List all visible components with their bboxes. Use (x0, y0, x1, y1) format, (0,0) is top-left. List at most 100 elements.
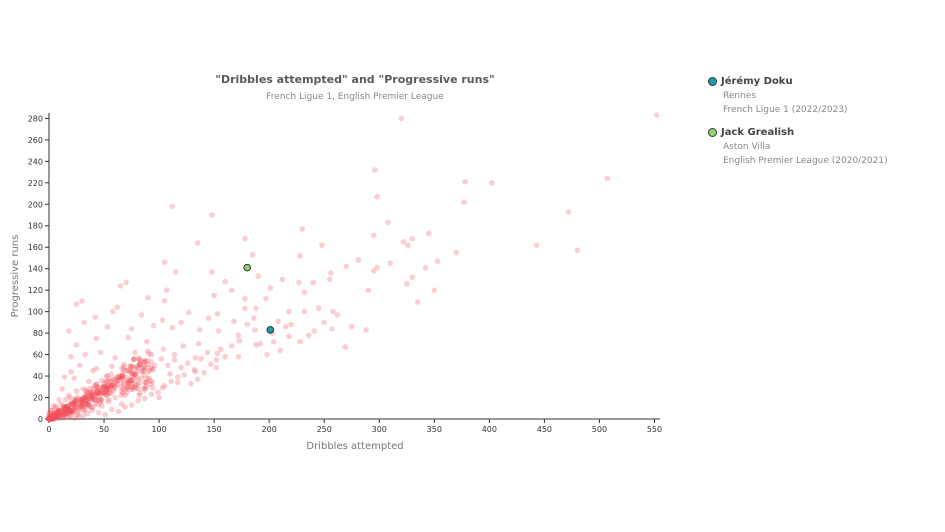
scatter-point (252, 327, 258, 333)
scatter-point (114, 304, 121, 311)
scatter-point (113, 384, 119, 391)
scatter-point (123, 279, 129, 286)
scatter-point (101, 384, 107, 390)
scatter-point (87, 390, 94, 397)
x-tick-label: 50 (99, 425, 109, 434)
scatter-point (398, 115, 405, 122)
scatter-point (140, 364, 146, 370)
scatter-point (49, 414, 55, 420)
scatter-point (63, 411, 70, 418)
scatter-point (61, 412, 67, 419)
scatter-point (118, 392, 124, 399)
scatter-point (66, 407, 73, 414)
scatter-point (58, 411, 65, 417)
scatter-point (46, 415, 53, 422)
scatter-point (604, 175, 610, 182)
scatter-point (306, 332, 312, 339)
scatter-point (102, 378, 109, 385)
scatter-point (108, 378, 114, 385)
scatter-point (115, 377, 122, 384)
scatter-point (51, 409, 58, 416)
scatter-point (104, 373, 111, 379)
scatter-point (52, 403, 59, 409)
scatter-point (148, 351, 155, 358)
scatter-point (315, 305, 322, 312)
scatter-point (74, 411, 81, 418)
scatter-point (147, 381, 153, 388)
scatter-point (145, 369, 151, 375)
scatter-point (93, 381, 99, 388)
y-tick-label: 20 (33, 394, 43, 403)
scatter-point (574, 247, 581, 254)
scatter-point (118, 384, 125, 390)
scatter-point (69, 407, 75, 414)
scatter-point (51, 416, 57, 422)
scatter-point (46, 416, 53, 422)
legend-entry-doku[interactable]: Jérémy Doku Rennes French Ligue 1 (2022/… (708, 76, 938, 115)
highlighted-point-0[interactable] (266, 326, 275, 334)
scatter-point (71, 396, 78, 402)
scatter-point (79, 402, 85, 409)
scatter-point (53, 414, 59, 421)
scatter-point (264, 351, 270, 358)
scatter-point (85, 402, 91, 409)
scatter-point (66, 328, 72, 334)
scatter-point (124, 385, 130, 391)
scatter-point (61, 411, 68, 418)
scatter-point (49, 415, 55, 422)
scatter-point (94, 397, 100, 404)
scatter-point (46, 415, 52, 422)
scatter-point (138, 375, 145, 382)
scatter-point (143, 379, 149, 386)
scatter-point (80, 413, 86, 419)
scatter-point (131, 372, 138, 378)
scatter-point (263, 295, 269, 302)
scatter-point (400, 239, 407, 245)
scatter-point (46, 416, 53, 422)
scatter-point (85, 401, 91, 408)
legend-entry-grealish[interactable]: Jack Grealish Aston Villa English Premie… (708, 127, 938, 166)
scatter-point (98, 384, 105, 391)
scatter-point (213, 364, 220, 371)
scatter-point (310, 279, 317, 286)
scatter-point (68, 353, 74, 360)
scatter-point (142, 385, 149, 391)
scatter-point (255, 273, 261, 280)
scatter-point (267, 285, 274, 291)
doku-marker-icon (708, 77, 717, 86)
scatter-point (319, 242, 325, 248)
scatter-point (64, 408, 71, 415)
scatter-point (101, 380, 107, 387)
scatter-point (270, 338, 277, 345)
scatter-point (47, 414, 53, 421)
scatter-point (79, 396, 86, 403)
scatter-point (47, 415, 53, 422)
scatter-point (107, 382, 113, 389)
scatter-point (242, 235, 248, 242)
scatter-point (95, 396, 102, 403)
legend-league: English Premier League (2020/2021) (723, 156, 888, 166)
scatter-point (167, 371, 173, 377)
scatter-point (103, 386, 109, 393)
scatter-point (201, 370, 207, 376)
scatter-point (72, 398, 78, 405)
scatter-point (150, 322, 157, 329)
highlighted-point-1[interactable] (243, 263, 251, 272)
y-tick-label: 140 (28, 265, 43, 274)
legend-player-name: Jérémy Doku (721, 76, 793, 87)
scatter-point (46, 415, 52, 422)
scatter-point (69, 407, 75, 414)
scatter-point (415, 299, 421, 305)
scatter-point (60, 409, 66, 415)
scatter-point (149, 385, 156, 391)
scatter-point (56, 412, 62, 419)
scatter-point (123, 386, 129, 393)
scatter-point (204, 349, 211, 356)
scatter-point (110, 386, 116, 392)
y-tick-label: 280 (28, 114, 43, 123)
scatter-point (89, 392, 95, 399)
scatter-point (50, 414, 57, 421)
scatter-point (80, 400, 86, 406)
scatter-point (50, 414, 57, 421)
scatter-point (88, 394, 95, 401)
